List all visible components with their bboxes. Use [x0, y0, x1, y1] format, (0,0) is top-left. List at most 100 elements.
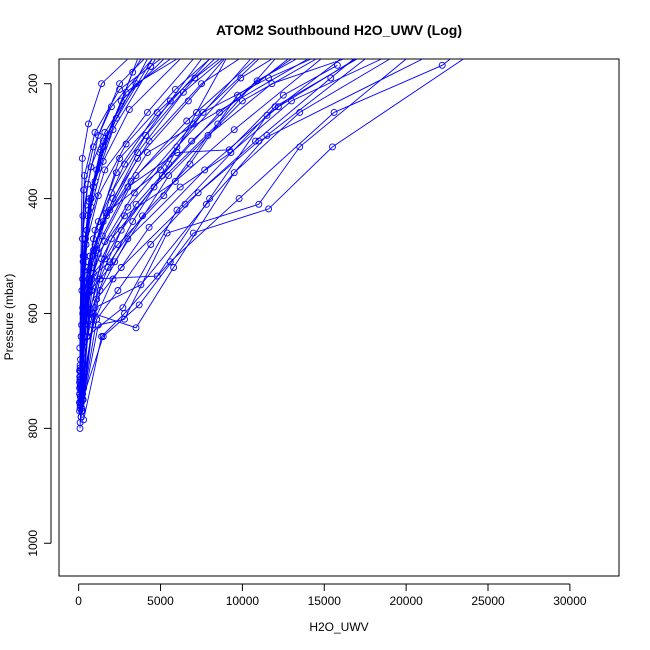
data-point-18-1: [80, 172, 88, 180]
series-line-10: [81, 59, 464, 400]
series-line-38: [83, 59, 451, 420]
data-point-37-5: [255, 137, 263, 145]
data-point-36-3: [121, 212, 128, 220]
series-line-37: [82, 59, 423, 400]
data-point-44-3: [132, 200, 140, 208]
data-point-12-7: [333, 61, 341, 69]
series-layer: [76, 59, 464, 432]
data-point-43-3: [127, 177, 135, 185]
data-point-22-5: [268, 80, 276, 88]
x-tick-label-1: 5000: [147, 594, 174, 608]
x-tick-label-5: 25000: [471, 594, 505, 608]
data-point-46-5: [147, 63, 155, 70]
data-point-32-4: [125, 106, 133, 114]
data-point-25-3: [94, 218, 102, 226]
data-point-17-1: [78, 154, 86, 162]
data-point-6-4: [230, 169, 238, 177]
data-point-39-4: [153, 108, 161, 116]
data-point-19-3: [143, 108, 151, 116]
x-tick-label-0: 0: [75, 594, 82, 608]
series-line-45: [79, 59, 225, 409]
data-point-35-2: [104, 264, 112, 271]
data-point-29-5: [237, 74, 245, 82]
data-point-38-0: [80, 416, 88, 424]
y-axis: 200 400 600 800 1000: [26, 73, 52, 557]
data-point-42-3: [107, 189, 115, 197]
data-point-8-2: [137, 281, 145, 289]
data-point-38-1: [98, 333, 106, 340]
series-line-17: [79, 59, 129, 348]
data-point-43-4: [183, 117, 191, 125]
data-point-46-0: [76, 384, 84, 392]
data-point-6-2: [132, 324, 140, 332]
data-point-26-5: [179, 88, 187, 96]
data-point-13-5: [265, 74, 273, 82]
series-line-11: [83, 59, 354, 389]
series-line-29: [81, 59, 273, 409]
y-tick-label-2: 600: [26, 303, 40, 323]
data-point-47-1: [89, 321, 97, 329]
data-point-37-4: [194, 189, 202, 197]
data-point-10-3: [189, 229, 197, 237]
series-line-20: [79, 59, 292, 406]
data-point-47-3: [145, 223, 153, 231]
data-point-11-2: [117, 264, 125, 271]
data-point-7-2: [153, 272, 161, 280]
data-point-47-0: [78, 407, 86, 415]
data-point-39-2: [91, 226, 99, 234]
data-point-16-2: [89, 143, 97, 151]
y-axis-label: Pressure (mbar): [2, 274, 16, 361]
data-point-42-5: [191, 74, 199, 82]
data-point-38-3: [166, 258, 174, 266]
data-point-11-5: [327, 74, 335, 82]
data-point-28-3: [117, 226, 125, 234]
data-point-7-3: [206, 195, 214, 203]
data-point-5-2: [111, 258, 119, 266]
data-point-45-4: [134, 154, 142, 162]
series-line-42: [80, 59, 220, 397]
data-point-6-3: [170, 264, 178, 271]
y-tick-label-0: 200: [26, 73, 40, 93]
data-point-25-5: [166, 97, 174, 105]
plot-frame: [58, 58, 620, 577]
data-point-19-2: [101, 166, 109, 174]
data-point-29-4: [173, 143, 181, 151]
data-point-23-4: [227, 149, 235, 157]
data-point-9-3: [163, 229, 171, 237]
data-point-34-5: [129, 68, 137, 76]
series-line-43: [80, 59, 256, 389]
data-point-23-2: [124, 235, 132, 243]
x-tick-label-6: 30000: [553, 594, 587, 608]
data-point-47-2: [109, 275, 117, 283]
data-point-46-4: [109, 126, 117, 134]
data-point-5-4: [238, 97, 246, 105]
data-point-36-4: [171, 177, 179, 185]
data-point-45-5: [184, 97, 192, 105]
series-line-27: [80, 59, 240, 403]
data-point-40-3: [94, 131, 102, 139]
series-line-23: [82, 59, 382, 383]
data-point-27-5: [198, 80, 205, 88]
data-point-24-4: [130, 189, 138, 197]
data-point-17-2: [85, 120, 92, 128]
data-point-23-3: [176, 183, 184, 191]
data-point-12-3: [124, 183, 132, 191]
data-point-17-3: [98, 80, 106, 88]
y-tick-label-3: 800: [26, 418, 40, 438]
y-tick-label-4: 1000: [26, 530, 40, 557]
data-point-35-3: [129, 218, 137, 226]
data-point-36-5: [230, 126, 238, 134]
x-tick-label-2: 10000: [226, 594, 260, 608]
data-point-46-3: [91, 177, 99, 185]
data-point-44-1: [85, 310, 93, 317]
chart-title: ATOM2 Southbound H2O_UWV (Log): [216, 22, 462, 38]
x-tick-label-3: 15000: [308, 594, 342, 608]
y-tick-label-1: 400: [26, 188, 40, 208]
data-point-3-3: [143, 149, 151, 157]
series-line-14: [79, 59, 210, 394]
x-axis-label: H2O_UWV: [309, 620, 368, 634]
data-point-41-1: [79, 258, 87, 266]
data-point-27-4: [145, 137, 153, 145]
data-point-41-2: [85, 198, 93, 205]
